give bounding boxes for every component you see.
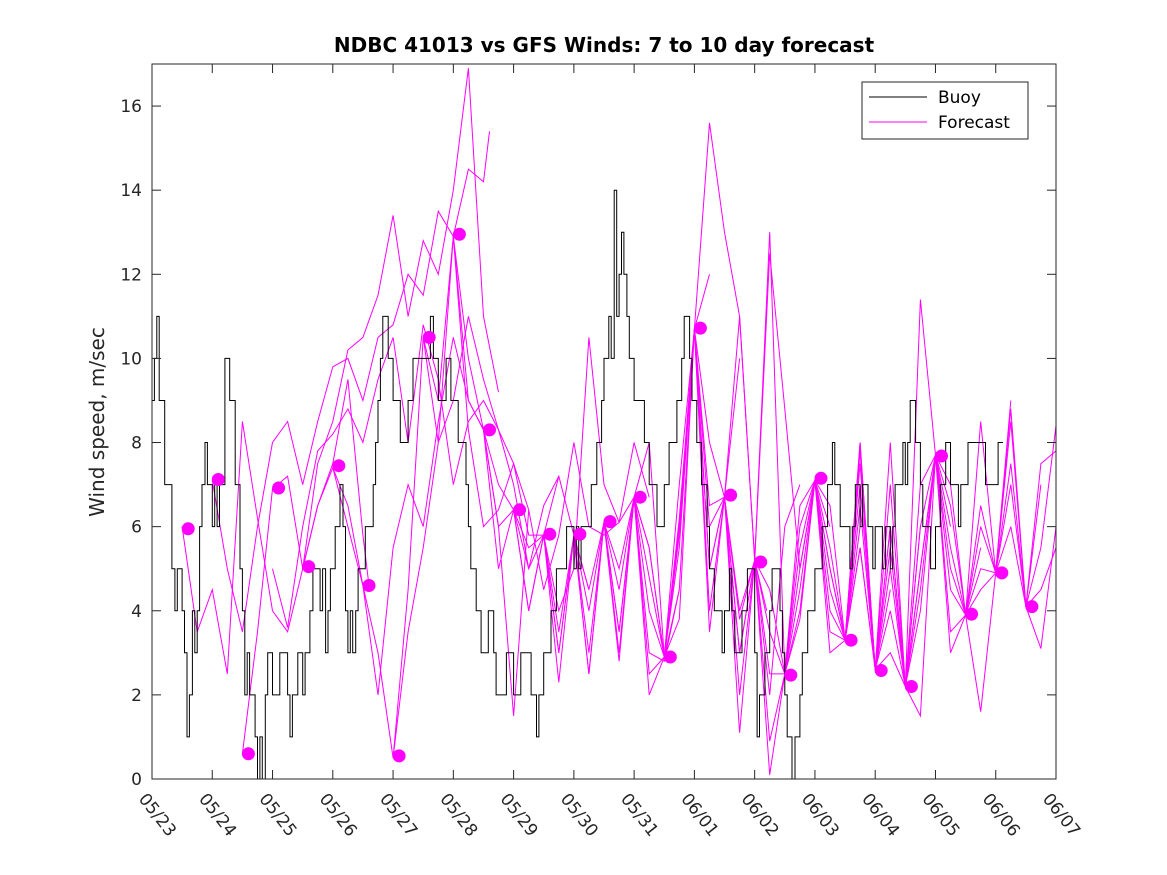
forecast-line-1: [181, 379, 370, 674]
y-tick-label: 14: [120, 181, 142, 201]
forecast-marker-17: [663, 650, 677, 664]
forecast-marker-1: [181, 522, 195, 536]
forecast-marker-18: [693, 321, 707, 335]
forecast-marker-7: [362, 579, 376, 592]
legend-label-buoy: Buoy: [938, 88, 981, 108]
y-tick-label: 2: [131, 686, 142, 706]
y-tick-label: 16: [120, 97, 142, 117]
forecast-marker-3: [241, 747, 255, 761]
forecast-marker-20: [754, 555, 768, 569]
forecast-marker-15: [603, 515, 617, 529]
forecast-markers: [181, 227, 1039, 763]
forecast-marker-22: [814, 471, 828, 485]
forecast-marker-28: [995, 566, 1009, 580]
forecast-marker-16: [633, 490, 647, 504]
forecast-line-11: [513, 122, 768, 683]
forecast-line-6: [332, 316, 590, 759]
forecast-marker-13: [543, 527, 557, 541]
buoy-line: [152, 189, 1003, 780]
forecast-marker-29: [1025, 600, 1039, 614]
forecast-marker-14: [573, 527, 587, 541]
forecast-marker-8: [392, 749, 406, 763]
forecast-line-5: [302, 337, 560, 695]
y-tick-label: 10: [120, 349, 142, 369]
buoy-series: [152, 189, 1003, 780]
forecast-line-2: [211, 131, 490, 632]
y-tick-label: 6: [131, 518, 142, 538]
forecast-marker-10: [452, 227, 466, 241]
y-tick-label: 8: [131, 434, 142, 454]
legend-label-forecast: Forecast: [938, 113, 1010, 133]
forecast-marker-4: [272, 481, 286, 495]
y-tick-label: 0: [131, 770, 142, 790]
forecast-line-20: [784, 454, 1042, 687]
forecast-line-3: [241, 68, 499, 754]
forecast-marker-11: [483, 423, 496, 437]
forecast-marker-19: [724, 488, 738, 502]
plot-frame: [151, 63, 1057, 780]
forecast-marker-6: [332, 459, 346, 473]
y-axis: 0 2 4 6 8 10 12 14 16: [120, 97, 1056, 790]
forecast-marker-9: [422, 330, 436, 344]
forecast-marker-5: [302, 560, 316, 574]
forecast-marker-23: [844, 633, 858, 647]
forecast-line-4: [272, 324, 530, 628]
y-axis-title: Wind speed, m/sec: [85, 327, 109, 517]
y-tick-label: 4: [131, 602, 142, 622]
y-tick-label: 12: [120, 265, 142, 285]
legend: Buoy Forecast: [861, 81, 1029, 140]
forecast-marker-12: [513, 503, 527, 517]
forecast-marker-27: [965, 607, 979, 621]
forecast-marker-25: [904, 680, 918, 693]
forecast-marker-24: [874, 664, 888, 677]
legend-box: [861, 81, 1029, 140]
forecast-line-22: [844, 421, 1057, 712]
forecast-marker-26: [935, 449, 948, 463]
forecast-marker-2: [211, 473, 225, 486]
forecast-line-19: [754, 400, 1012, 687]
forecast-marker-21: [784, 668, 798, 682]
chart-title: NDBC 41013 vs GFS Winds: 7 to 10 day for…: [334, 33, 875, 57]
